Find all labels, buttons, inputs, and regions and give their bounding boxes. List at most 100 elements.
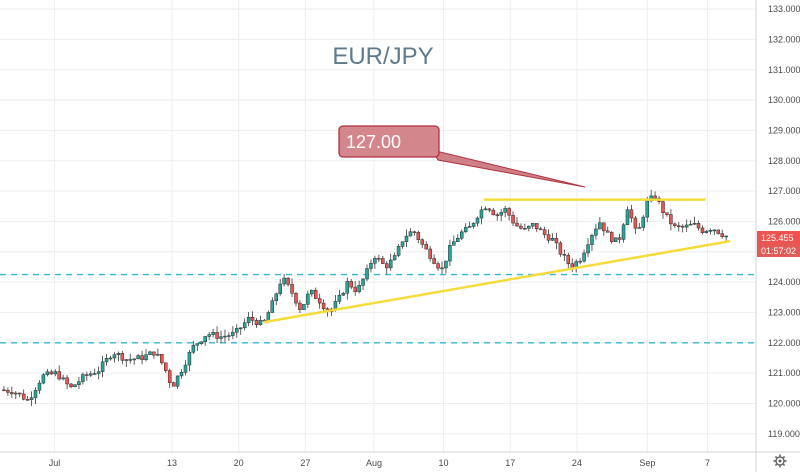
candle-body	[341, 293, 346, 296]
candle-body	[661, 201, 665, 214]
candle-body	[550, 238, 555, 241]
candle-body	[373, 258, 377, 264]
candle-body	[235, 328, 239, 333]
candle-body	[306, 293, 310, 305]
candle-body	[140, 355, 144, 361]
candle-body	[621, 224, 626, 240]
candle-body	[578, 260, 582, 263]
candle-body	[708, 230, 713, 232]
candle-body	[242, 322, 247, 329]
candle-body	[124, 359, 129, 361]
candle-body	[29, 397, 34, 400]
candle-body	[365, 268, 369, 280]
candle-body	[716, 229, 720, 234]
candle-body	[531, 223, 535, 227]
candle-body	[278, 283, 282, 295]
x-tick-label: 17	[505, 458, 515, 468]
candle-body	[700, 227, 705, 233]
candle-body	[594, 228, 598, 236]
candle-body	[321, 302, 326, 310]
price-axis[interactable]: 119.000 120.000 121.000 122.000 123.000 124.0…	[755, 0, 800, 472]
candle-body	[337, 294, 342, 302]
candle-body	[112, 354, 117, 359]
y-tick-label: 123.000	[768, 307, 800, 317]
y-tick-label: 133.000	[768, 4, 800, 14]
candle-body	[467, 226, 472, 228]
y-tick-label: 130.000	[768, 95, 800, 105]
candle-body	[416, 232, 421, 240]
candle-body	[258, 319, 263, 326]
candle-body	[669, 214, 673, 225]
candles-layer	[2, 189, 728, 407]
y-tick-label: 124.000	[768, 277, 800, 287]
candle-body	[388, 259, 393, 269]
candle-body	[167, 370, 172, 383]
candle-body	[219, 336, 223, 339]
candle-body	[286, 277, 290, 285]
candle-body	[33, 390, 38, 398]
candle-body	[270, 300, 275, 313]
candle-body	[89, 373, 93, 376]
candle-body	[215, 332, 219, 339]
candle-body	[598, 222, 602, 230]
candle-body	[483, 208, 488, 211]
candle-body	[317, 298, 322, 304]
candle-body	[396, 246, 401, 256]
candle-body	[641, 216, 646, 228]
x-tick-label: 10	[438, 458, 448, 468]
candle-body	[586, 244, 590, 254]
candle-body	[45, 371, 50, 376]
candle-body	[456, 238, 460, 242]
candle-body	[223, 335, 227, 338]
candle-body	[602, 222, 606, 232]
settings-gear-icon[interactable]	[773, 454, 787, 468]
candle-body	[424, 244, 428, 250]
candle-body	[357, 285, 361, 292]
y-tick-label: 128.000	[768, 156, 800, 166]
candle-body	[61, 377, 65, 380]
candle-body	[384, 263, 389, 269]
candle-body	[440, 267, 444, 270]
candle-body	[515, 222, 519, 227]
candle-body	[436, 263, 440, 269]
candle-body	[17, 392, 22, 395]
y-tick-label: 122.000	[768, 338, 800, 348]
candle-body	[313, 289, 318, 299]
candle-body	[444, 260, 448, 269]
candle-body	[645, 200, 649, 218]
time-axis[interactable]: Jul 13 20 27 Aug 10 17 24 Sep 7	[0, 451, 800, 468]
candle-body	[199, 341, 204, 344]
candle-body	[625, 209, 630, 226]
candle-body	[274, 293, 278, 301]
support-trend-line	[263, 239, 731, 324]
candle-body	[617, 237, 622, 240]
candle-body	[294, 292, 298, 304]
callout-pointer	[430, 149, 586, 188]
candle-body	[677, 225, 681, 228]
candle-body	[246, 317, 251, 324]
candle-body	[290, 284, 294, 294]
candle-body	[2, 389, 6, 392]
current-price-badge	[757, 230, 800, 244]
candle-body	[128, 359, 132, 361]
candle-body	[680, 225, 685, 228]
candle-body	[282, 277, 286, 285]
candle-body	[369, 262, 373, 269]
candle-body	[712, 229, 717, 232]
candle-body	[471, 222, 476, 227]
candle-body	[6, 390, 10, 393]
callout-label: 127.00	[346, 132, 401, 152]
candle-body	[377, 258, 381, 260]
candle-body	[420, 239, 425, 245]
candle-body	[542, 229, 547, 235]
candle-body	[475, 217, 480, 224]
chart-grid	[0, 0, 756, 452]
candle-body	[298, 302, 302, 310]
candle-body	[136, 355, 140, 360]
x-tick-label: 24	[572, 458, 582, 468]
candle-body	[452, 241, 456, 246]
candle-body	[609, 232, 614, 242]
candle-body	[459, 231, 464, 239]
candle-body	[41, 374, 46, 384]
